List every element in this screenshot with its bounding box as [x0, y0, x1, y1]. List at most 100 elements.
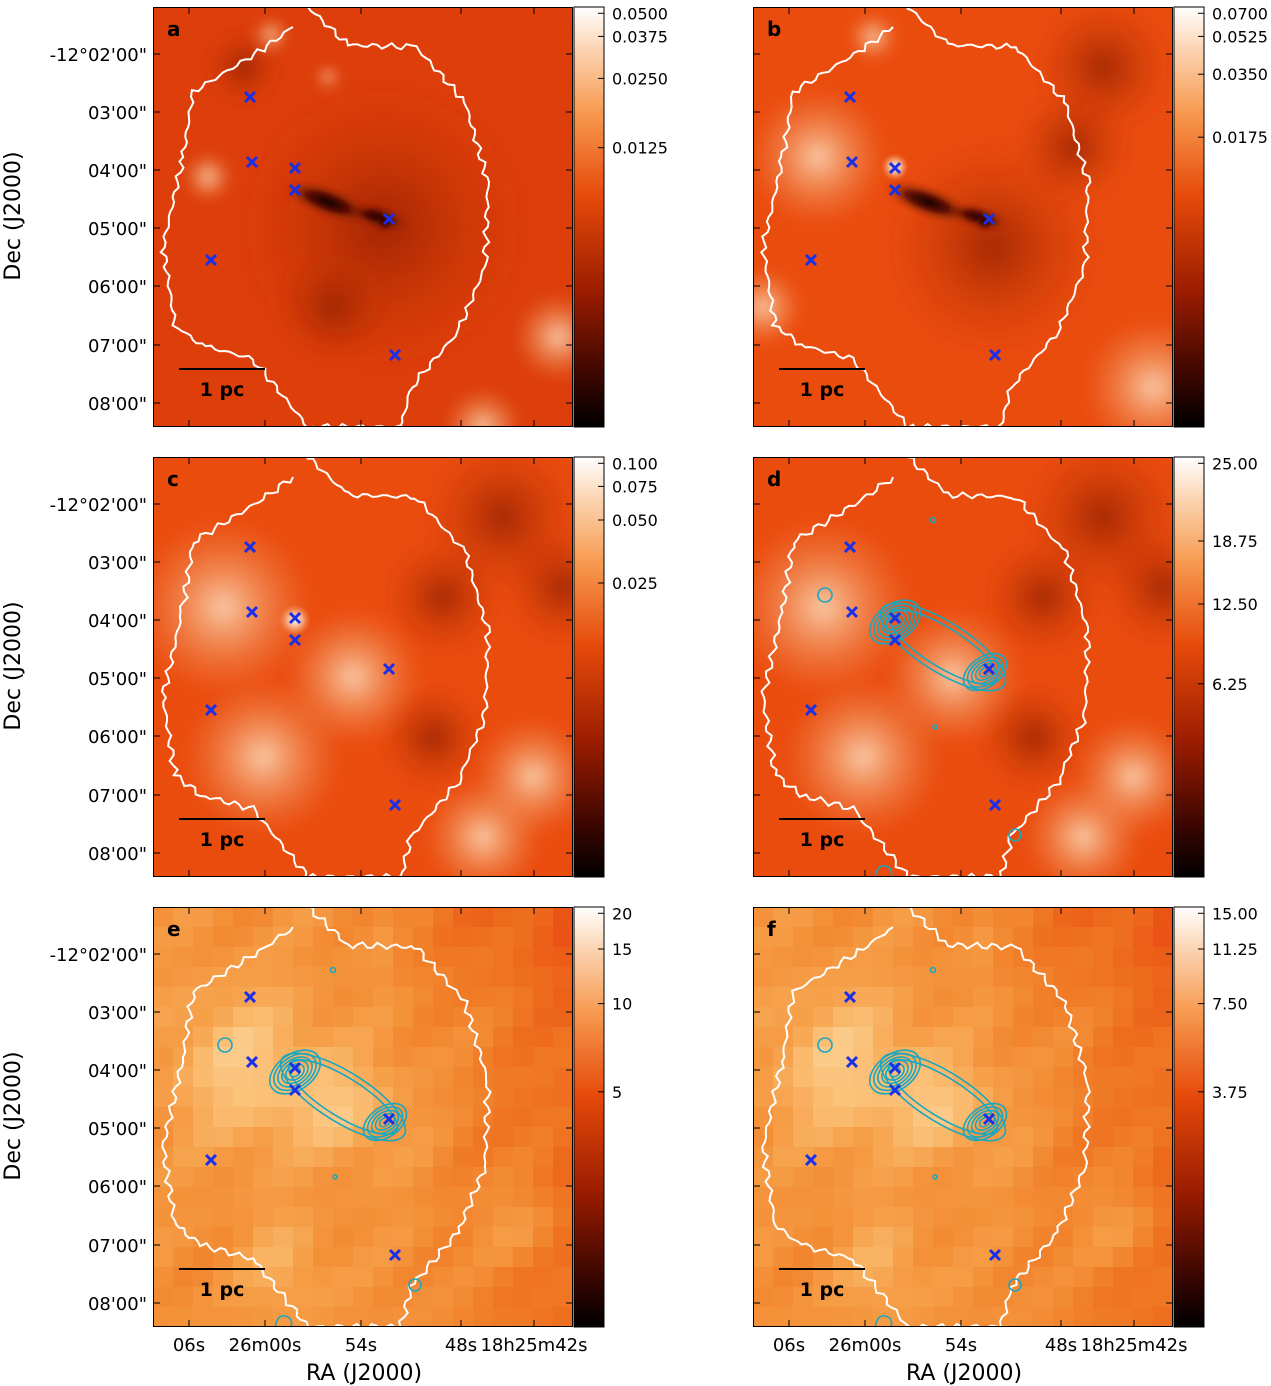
- colorbar-tick-label: 20: [612, 904, 632, 923]
- colorbar-tick-label: 0.025: [612, 574, 658, 593]
- colorbar-a: [573, 6, 605, 428]
- source-marker: [888, 183, 902, 197]
- scale-bar-label: 1 pc: [200, 1279, 245, 1301]
- panel-b: 1 pc b 0.0700 0.0525 0.0350 0.0175: [753, 4, 1268, 428]
- ra-tick-label: 18h25m42s: [1080, 1335, 1187, 1356]
- dec-tick-label: 06'00": [88, 1177, 147, 1198]
- colorbar-d: [1173, 456, 1205, 878]
- source-marker: [388, 798, 402, 812]
- y-axis-label-row-3: Dec (J2000): [1, 1051, 26, 1180]
- source-marker: [888, 1083, 902, 1097]
- source-marker: [382, 662, 396, 676]
- source-marker: [382, 1112, 396, 1126]
- dec-tick-label: 06'00": [88, 727, 147, 748]
- panel-label: a: [167, 17, 181, 41]
- source-marker: [888, 633, 902, 647]
- dec-tick-label: 08'00": [88, 844, 147, 865]
- region-boundary: [761, 907, 1091, 1327]
- ra-tick-label: 26m00s: [229, 1335, 302, 1356]
- source-marker: [204, 253, 218, 267]
- colorbar-tick-label: 7.50: [1212, 995, 1248, 1014]
- panel-label: e: [167, 917, 181, 941]
- colorbar-tick-label: 0.100: [612, 454, 658, 473]
- colorbar-tick-label: 0.0525: [1212, 27, 1268, 46]
- colorbar-tick-label: 12.50: [1212, 595, 1258, 614]
- source-marker: [988, 348, 1002, 362]
- dec-tick-label: 08'00": [88, 394, 147, 415]
- map-image-d: [753, 457, 1173, 877]
- colorbar-b: [1173, 6, 1205, 428]
- dec-tick-label: 07'00": [88, 786, 147, 807]
- panel-c: 1 pc c -12°02'00" 03'00" 04'00" 05'00" 06'00" 0…: [50, 454, 658, 878]
- colorbar-f: [1173, 906, 1205, 1328]
- source-marker: [845, 155, 859, 169]
- dec-tick-label: 03'00": [88, 1003, 147, 1024]
- source-marker: [888, 1061, 902, 1075]
- panel-a: 1 pc a -12°02'00" 03'00" 04'00" 05'00" 06'00" 0…: [50, 4, 668, 428]
- source-marker: [288, 633, 302, 647]
- scale-bar-label: 1 pc: [800, 379, 845, 401]
- map-image-c: [153, 457, 573, 877]
- ra-tick-label: 26m00s: [829, 1335, 902, 1356]
- dec-tick-label: 04'00": [88, 611, 147, 632]
- colorbar-tick-label: 11.25: [1212, 940, 1258, 959]
- colorbar-tick-label: 25.00: [1212, 454, 1258, 473]
- dec-tick-label: 03'00": [88, 553, 147, 574]
- scale-bar-label: 1 pc: [800, 1279, 845, 1301]
- x-axis-label-left: RA (J2000): [306, 1361, 422, 1386]
- source-marker: [288, 161, 302, 175]
- source-marker: [804, 703, 818, 717]
- y-axis-label-row-1: Dec (J2000): [1, 151, 26, 280]
- source-marker: [982, 1112, 996, 1126]
- map-image-e: [153, 907, 573, 1327]
- colorbar-tick-label: 0.0375: [612, 27, 668, 46]
- colorbar-tick-label: 0.0350: [1212, 65, 1268, 84]
- panel-d: 1 pc d 25.00 18.75 12.50 6.25: [753, 454, 1258, 878]
- source-marker: [804, 253, 818, 267]
- region-boundary: [159, 7, 491, 427]
- panel-label: c: [167, 467, 179, 491]
- colorbar-tick-label: 0.075: [612, 477, 658, 496]
- colorbar-tick-label: 10: [612, 995, 632, 1014]
- map-image-f: [753, 907, 1173, 1327]
- ra-tick-label: 06s: [773, 1335, 805, 1356]
- ra-tick-label: 54s: [345, 1335, 377, 1356]
- scale-bar-label: 1 pc: [200, 379, 245, 401]
- dec-tick-label: 04'00": [88, 161, 147, 182]
- source-marker: [382, 212, 396, 226]
- colorbar-tick-label: 15: [612, 940, 632, 959]
- colorbar-tick-label: 0.050: [612, 511, 658, 530]
- source-marker: [988, 1248, 1002, 1262]
- source-marker: [245, 1055, 259, 1069]
- source-marker: [245, 155, 259, 169]
- scale-bar-label: 1 pc: [800, 829, 845, 851]
- colorbar-tick-label: 15.00: [1212, 904, 1258, 923]
- panel-e: 1 pc e -12°02'00" 03'00" 04'00" 05'00" 06'00" 0…: [50, 904, 633, 1356]
- dec-tick-label: 05'00": [88, 219, 147, 240]
- source-marker: [204, 703, 218, 717]
- source-marker: [288, 1061, 302, 1075]
- dec-tick-label: 07'00": [88, 1236, 147, 1257]
- ra-tick-label: 48s: [1045, 1335, 1077, 1356]
- source-marker: [843, 540, 857, 554]
- source-marker: [243, 90, 257, 104]
- colorbar-tick-label: 0.0500: [612, 4, 668, 23]
- ra-tick-label: 54s: [945, 1335, 977, 1356]
- map-image-b: [753, 7, 1173, 427]
- colorbar-tick-label: 0.0125: [612, 139, 668, 158]
- dec-tick-label: 05'00": [88, 1119, 147, 1140]
- panel-label: b: [767, 17, 781, 41]
- colorbar-tick-label: 6.25: [1212, 675, 1248, 694]
- ra-tick-label: 48s: [445, 1335, 477, 1356]
- scale-bar-label: 1 pc: [200, 829, 245, 851]
- panel-frame: [753, 7, 1173, 427]
- dec-tick-label: 04'00": [88, 1061, 147, 1082]
- dec-tick-label: -12°02'00": [50, 45, 147, 66]
- source-marker: [988, 798, 1002, 812]
- dec-tick-label: 05'00": [88, 669, 147, 690]
- x-axis-label-right: RA (J2000): [906, 1361, 1022, 1386]
- ra-tick-label: 06s: [173, 1335, 205, 1356]
- panel-frame: [753, 907, 1173, 1327]
- map-image-a: [153, 7, 573, 427]
- dec-tick-label: 08'00": [88, 1294, 147, 1315]
